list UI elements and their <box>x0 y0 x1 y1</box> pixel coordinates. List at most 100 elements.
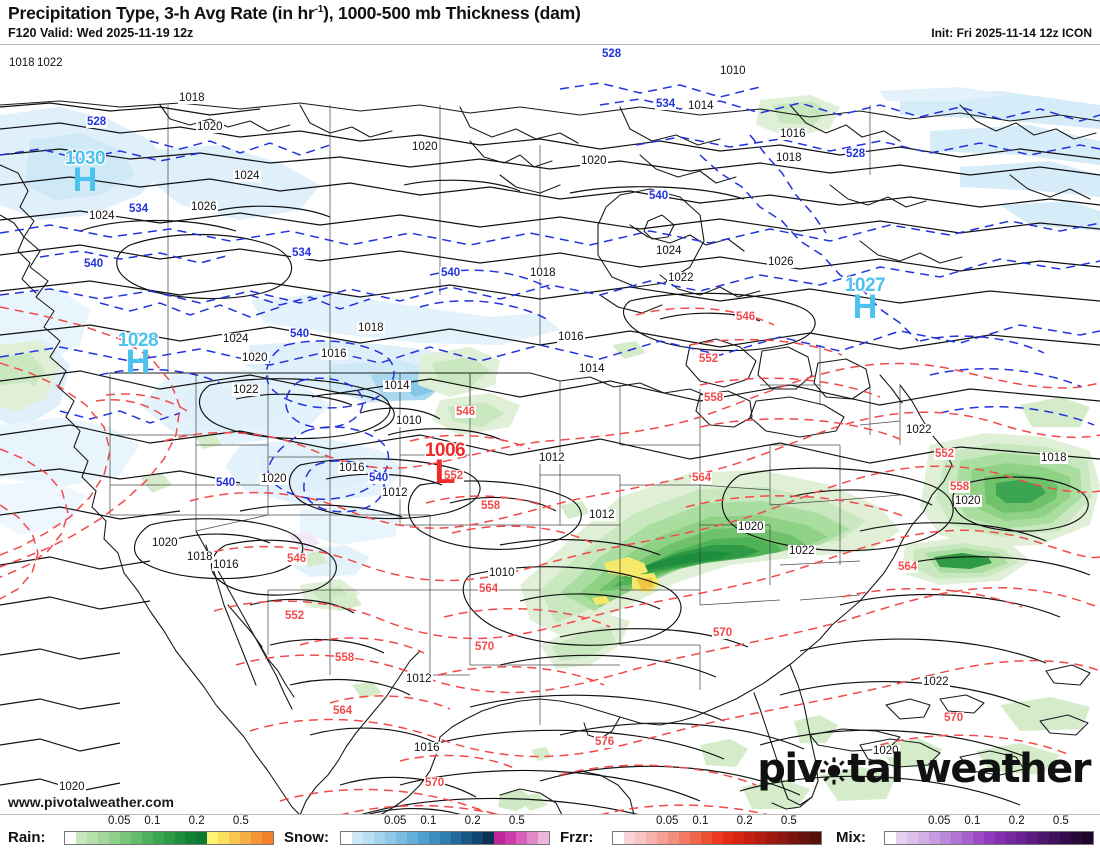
isobar-label: 1010 <box>719 65 747 77</box>
legend-swatch <box>700 832 712 844</box>
thickness-label-low: 540 <box>289 328 311 340</box>
legend-label-mix: Mix: <box>836 829 866 846</box>
legend-swatch <box>395 832 407 844</box>
legend-tick: 0.1 <box>144 815 161 827</box>
legend-tick: 0.5 <box>780 815 797 827</box>
isobar-label: 1016 <box>320 348 348 360</box>
isobar-label: 1016 <box>338 462 366 474</box>
isobar-label: 1022 <box>788 545 816 557</box>
legend-swatch <box>613 832 624 844</box>
thickness-contours-high <box>0 306 1100 814</box>
geography-layer <box>0 100 1100 814</box>
legend-swatch <box>744 832 756 844</box>
legend-swatch <box>917 832 929 844</box>
legend-swatch <box>906 832 918 844</box>
thickness-label-high: 558 <box>334 652 356 664</box>
legend-colorbar-rain <box>64 831 274 845</box>
thickness-label-low: 528 <box>845 148 867 160</box>
pressure-center-low-1006: 1006 L <box>400 440 490 491</box>
legend-swatch <box>341 832 352 844</box>
legend-swatch <box>185 832 197 844</box>
legend-swatch <box>229 832 241 844</box>
isobar-label: 1022 <box>667 272 695 284</box>
legend-swatch <box>351 832 363 844</box>
site-url: www.pivotalweather.com <box>8 794 174 810</box>
legend-swatch <box>152 832 164 844</box>
isobar-label: 1016 <box>212 559 240 571</box>
legend-tick: 0.2 <box>736 815 753 827</box>
isobar-label: 1026 <box>190 201 218 213</box>
legend-swatch <box>119 832 131 844</box>
isobar-label: 1018 <box>1040 452 1068 464</box>
legend-swatch <box>373 832 385 844</box>
pressure-center-high-1030: 1030 H <box>40 148 130 199</box>
legend-swatch <box>678 832 690 844</box>
legend-swatch <box>788 832 800 844</box>
pressure-value: 1028 <box>117 330 160 352</box>
legend-swatch <box>939 832 951 844</box>
isobar-label: 1020 <box>58 781 86 793</box>
thickness-label-high: 570 <box>943 712 965 724</box>
precip-legend: Rain: 0.05 0.1 0.2 0.5 Snow: 0.05 0.1 0.2 0.5 … <box>0 814 1100 850</box>
thickness-label-high: 546 <box>286 553 308 565</box>
thickness-label-high: 564 <box>691 472 713 484</box>
watermark-text-pre: piv <box>757 746 822 792</box>
legend-swatch <box>196 832 208 844</box>
isobar-label: 1020 <box>954 495 982 507</box>
isobar-label: 1022 <box>905 424 933 436</box>
legend-swatch <box>755 832 767 844</box>
thickness-label-high: 570 <box>424 777 446 789</box>
legend-tick: 0.05 <box>656 815 679 827</box>
legend-swatch <box>450 832 462 844</box>
isobar-label: 1024 <box>88 210 116 222</box>
legend-swatch <box>722 832 734 844</box>
map-canvas[interactable]: 1030 H 1028 H 1006 L 1027 H 1018 1022 1018… <box>0 44 1100 814</box>
isobar-label: 1018 <box>775 152 803 164</box>
legend-swatch <box>623 832 635 844</box>
isobar-label: 1022 <box>922 676 950 688</box>
low-center-glyph: L <box>434 453 456 491</box>
legend-swatch <box>516 832 528 844</box>
legend-tick: 0.5 <box>232 815 249 827</box>
pressure-value: 1027 <box>844 275 887 297</box>
thickness-contours-low <box>0 82 1100 513</box>
legend-tick: 0.2 <box>1008 815 1025 827</box>
valid-time-label: F120 Valid: Wed 2025-11-19 12z <box>8 26 194 40</box>
isobar-label: 1020 <box>241 352 269 364</box>
legend-swatch <box>766 832 778 844</box>
thickness-label-low: 528 <box>601 48 623 60</box>
legend-group-mix: Mix: 0.05 0.1 0.2 0.5 <box>836 814 1098 848</box>
state-boundaries <box>109 105 901 725</box>
thickness-label-high: 570 <box>712 627 734 639</box>
isobar-label: 1018 <box>357 322 385 334</box>
thickness-label-high: 552 <box>284 610 306 622</box>
legend-tick: 0.1 <box>692 815 709 827</box>
legend-ticks-mix: 0.05 0.1 0.2 0.5 <box>884 815 1094 829</box>
thickness-label-low: 534 <box>655 98 677 110</box>
isobar-label: 1020 <box>737 521 765 533</box>
legend-swatch <box>428 832 440 844</box>
isobar-label: 1014 <box>578 363 606 375</box>
legend-swatch <box>972 832 984 844</box>
legend-tick: 0.5 <box>508 815 525 827</box>
legend-colorbar-snow <box>340 831 550 845</box>
legend-swatch <box>1005 832 1017 844</box>
legend-tick: 0.05 <box>384 815 407 827</box>
thickness-label-high: 558 <box>703 392 725 404</box>
thickness-label-low: 540 <box>368 472 390 484</box>
thickness-label-high: 570 <box>474 641 496 653</box>
legend-swatch <box>1049 832 1061 844</box>
isobar-label: 1024 <box>233 170 261 182</box>
isobar-label: 1016 <box>557 331 585 343</box>
legend-swatch <box>108 832 120 844</box>
legend-swatch <box>362 832 374 844</box>
legend-swatch <box>75 832 87 844</box>
thickness-label-high: 576 <box>594 736 616 748</box>
high-center-glyph: H <box>72 161 98 199</box>
isobar-label: 1012 <box>405 673 433 685</box>
legend-swatch <box>799 832 811 844</box>
legend-swatch <box>656 832 668 844</box>
thickness-label-high: 552 <box>443 470 465 482</box>
legend-swatch <box>240 832 252 844</box>
